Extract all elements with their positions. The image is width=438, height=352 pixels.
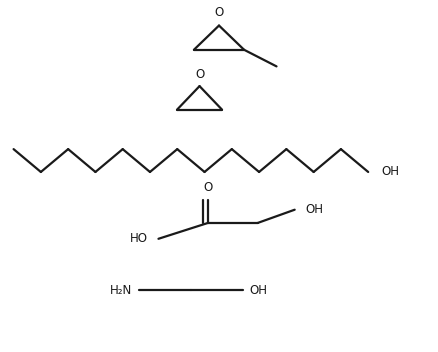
Text: HO: HO [130,232,148,245]
Text: H₂N: H₂N [110,284,133,297]
Text: OH: OH [249,284,267,297]
Text: O: O [204,181,213,194]
Text: O: O [214,6,224,19]
Text: O: O [195,68,204,81]
Text: OH: OH [305,203,324,216]
Text: OH: OH [381,165,399,178]
